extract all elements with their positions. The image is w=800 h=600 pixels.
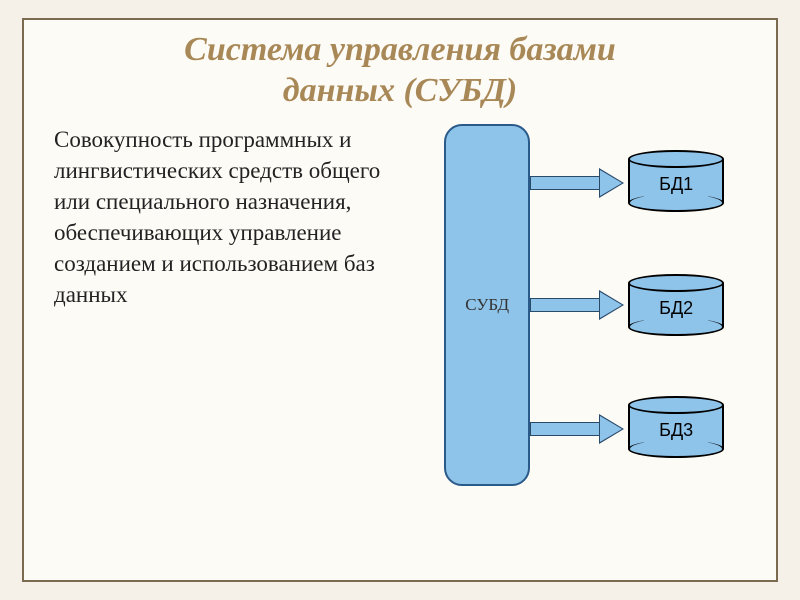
arrow-right-icon [530, 172, 622, 194]
database-cylinder-icon: БД1 [628, 150, 724, 212]
database-label: БД2 [628, 298, 724, 319]
definition-text: Совокупность программных и лингвистическ… [54, 124, 386, 524]
database-cylinder-icon: БД3 [628, 396, 724, 458]
database-label: БД1 [628, 174, 724, 195]
slide-frame: Система управления базами данных (СУБД) … [22, 18, 778, 582]
database-cylinder-icon: БД2 [628, 274, 724, 336]
content-row: Совокупность программных и лингвистическ… [54, 124, 746, 524]
title-line-1: Система управления базами [184, 31, 616, 68]
dbms-diagram: СУБД БД1 БД2 БД3 [396, 124, 746, 524]
title-line-2: данных (СУБД) [283, 72, 517, 109]
dbms-box-label: СУБД [465, 295, 509, 315]
slide-title: Система управления базами данных (СУБД) [54, 30, 746, 112]
database-label: БД3 [628, 420, 724, 441]
arrow-right-icon [530, 294, 622, 316]
dbms-box: СУБД [444, 124, 530, 486]
arrow-right-icon [530, 418, 622, 440]
